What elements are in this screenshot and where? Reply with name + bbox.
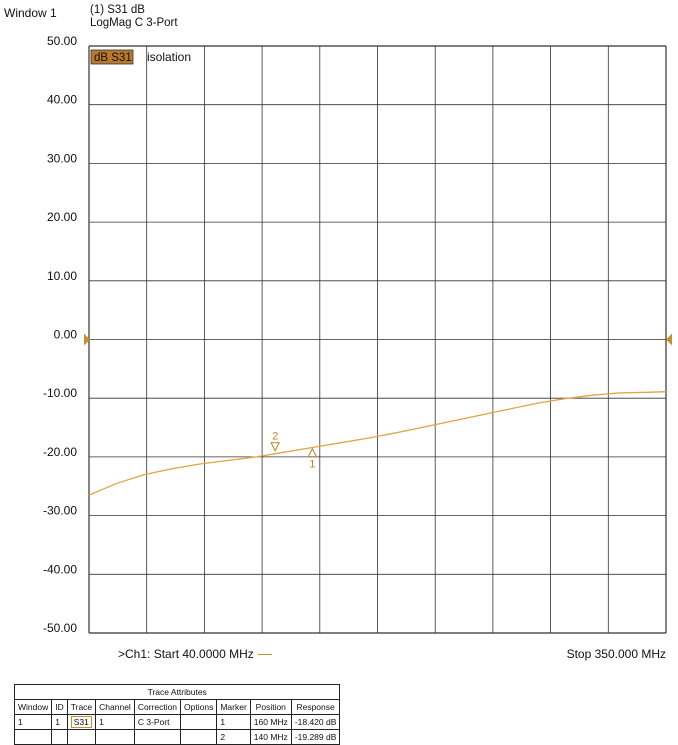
table-header-cell: Correction — [133, 699, 182, 715]
trace-color-swatch — [257, 654, 272, 656]
table-cell: S31 — [66, 714, 97, 730]
trace-badge-description: isolation — [147, 50, 191, 64]
table-cell — [66, 729, 97, 745]
marker-1-label: 1 — [309, 459, 315, 471]
table-header-cell: Marker — [216, 699, 251, 715]
table-cell — [51, 729, 68, 745]
table-header-cell: Trace — [66, 699, 97, 715]
table-header-cell: Channel — [95, 699, 135, 715]
trace-attributes-table: Trace Attributes Window ID Trace Channel Cor… — [13, 684, 341, 745]
ref-level-right-marker — [666, 333, 672, 346]
table-cell: 1 — [51, 714, 68, 730]
reference-level-markers — [84, 333, 672, 346]
table-cell: 2 — [216, 729, 251, 745]
trace-layer — [88, 391, 667, 496]
table-row[interactable]: 2 140 MHz -19.289 dB — [13, 729, 341, 745]
trace-badge-label: dB S31 — [94, 52, 132, 64]
table-caption: Trace Attributes — [13, 684, 341, 700]
table-cell: C 3-Port — [133, 714, 182, 730]
y-tick-label: 50.00 — [47, 34, 77, 48]
stop-frequency: Stop 350.000 MHz — [566, 647, 666, 661]
table-header-cell: Position — [249, 699, 292, 715]
table-cell: -18.420 dB — [290, 714, 341, 730]
table-cell — [133, 729, 182, 745]
marker-2-triangle — [270, 442, 280, 452]
marker-1: 1 — [307, 447, 318, 471]
table-cell — [13, 729, 53, 745]
table-cell: -19.289 dB — [290, 729, 341, 745]
trace-badge-box — [90, 49, 134, 65]
y-tick-label: 0.00 — [54, 328, 78, 342]
start-frequency: >Ch1: Start 40.0000 MHz — [118, 647, 272, 661]
table-cell — [95, 729, 135, 745]
y-tick-label: -30.00 — [43, 504, 77, 518]
table-cell: 1 — [95, 714, 135, 730]
table-row[interactable]: 1 1 S31 1 C 3-Port 1 160 MHz -18.420 dB — [13, 714, 341, 730]
trace-header: (1) S31 dB LogMag C 3-Port — [90, 4, 178, 30]
trace-s31-line — [88, 391, 667, 496]
table-header-cell: Response — [290, 699, 341, 715]
table-header-cell: Window — [13, 699, 53, 715]
marker-1-triangle — [307, 447, 318, 458]
chart-grid — [88, 45, 667, 634]
table-header-cell: Options — [180, 699, 218, 715]
marker-2-label: 2 — [272, 431, 278, 443]
table-cell: 1 — [13, 714, 53, 730]
table-cell — [180, 729, 218, 745]
marker-layer: 12 — [270, 431, 318, 471]
y-tick-labels: 50.00 40.00 30.00 20.00 10.00 0.00 -10.00 -20.0… — [43, 34, 77, 635]
trace-header-line1: (1) S31 dB — [90, 4, 145, 16]
table-cell — [180, 714, 218, 730]
table-header-row: Window ID Trace Channel Correction Options Mar… — [13, 699, 341, 715]
y-tick-label: 30.00 — [47, 151, 77, 165]
y-tick-label: 20.00 — [47, 210, 77, 224]
trace-id-cell: S31 — [70, 716, 92, 728]
trace-badge[interactable]: dB S31 isolation — [90, 49, 191, 65]
table-cell: 1 — [216, 714, 251, 730]
y-tick-label: -10.00 — [43, 386, 77, 400]
window-title: Window 1 — [4, 6, 57, 20]
y-tick-label: -20.00 — [43, 445, 77, 459]
ref-level-left-marker — [84, 333, 90, 346]
y-tick-label: -40.00 — [43, 562, 77, 576]
chart-plot[interactable]: 50.00 40.00 30.00 20.00 10.00 0.00 -10.00 -20.0… — [0, 0, 678, 680]
start-frequency-text: >Ch1: Start 40.0000 MHz — [118, 647, 254, 661]
y-tick-label: 10.00 — [47, 269, 77, 283]
table-header-cell: ID — [51, 699, 68, 715]
table-cell: 140 MHz — [249, 729, 292, 745]
trace-header-line2: LogMag C 3-Port — [90, 17, 178, 29]
table-cell: 160 MHz — [249, 714, 292, 730]
y-tick-label: -50.00 — [43, 621, 77, 635]
marker-2: 2 — [270, 431, 280, 452]
y-tick-label: 40.00 — [47, 93, 77, 107]
